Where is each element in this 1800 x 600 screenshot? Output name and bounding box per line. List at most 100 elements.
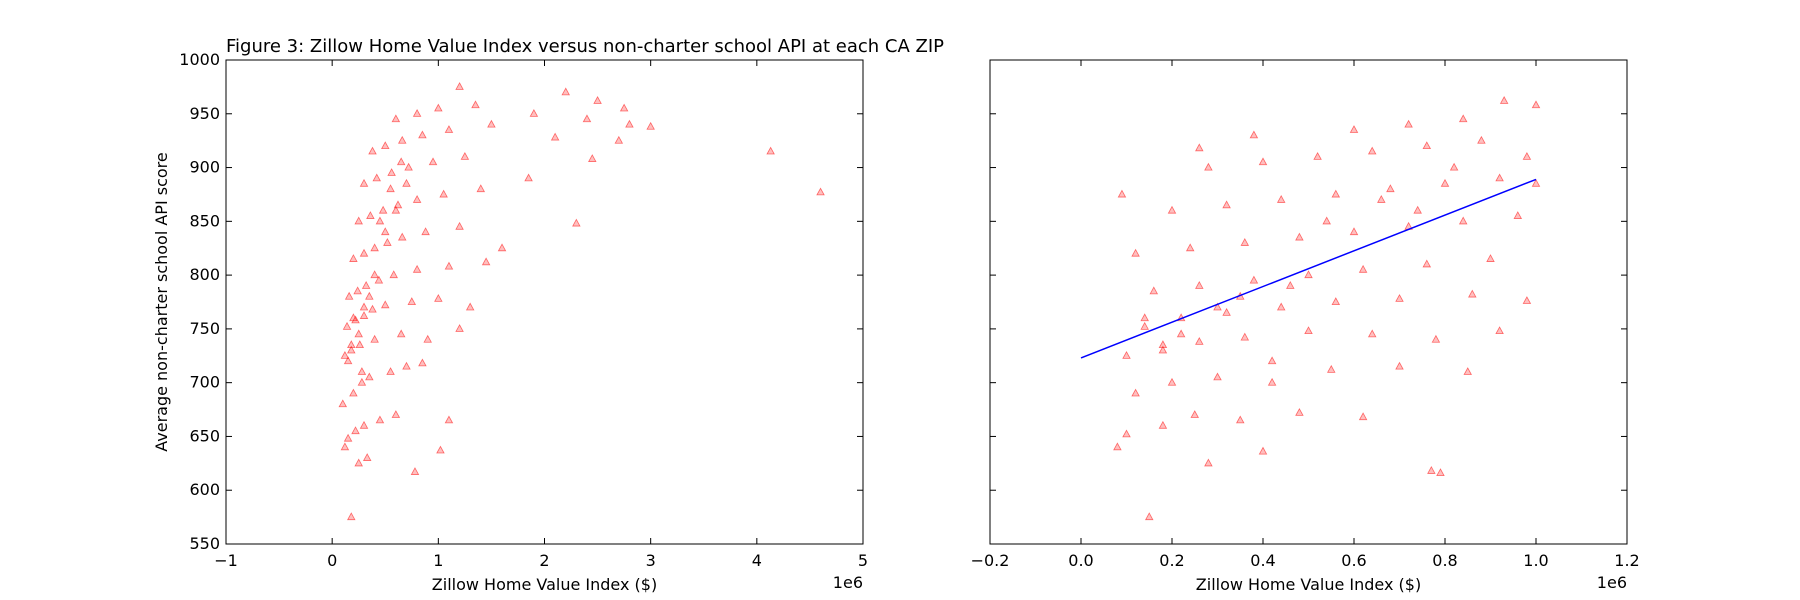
right-scatter-point <box>1313 151 1322 160</box>
right-scatter-point <box>1486 254 1495 262</box>
left-x-tick-label: 4 <box>752 551 762 570</box>
right-scatter-point <box>1458 114 1468 123</box>
right-plot-frame <box>989 59 1628 545</box>
left-scatter-point <box>550 132 560 141</box>
left-scatter-point <box>357 367 367 375</box>
left-scatter-point <box>391 410 401 418</box>
left-scatter-point <box>593 96 602 104</box>
right-scatter-point <box>1240 332 1250 341</box>
left-scatter-point <box>354 458 363 467</box>
left-scatter-point <box>343 433 353 442</box>
right-scatter-point <box>1117 189 1127 198</box>
left-scatter-point <box>365 291 374 300</box>
left-scatter-point <box>396 157 406 166</box>
left-scatter-point <box>460 151 470 160</box>
right-axis-ticks: −0.2 0.0 0.2 0.4 0.6 0.8 1.0 1.2 <box>971 59 1640 570</box>
left-y-tick-label: 550 <box>189 534 220 553</box>
right-scatter-point <box>1131 388 1140 397</box>
right-scatter-point <box>1349 227 1359 236</box>
right-scatter-point <box>1358 412 1368 421</box>
left-scatter-point <box>436 445 445 454</box>
right-x-axis-label: Zillow Home Value Index ($) <box>1196 575 1421 594</box>
left-scatter-point <box>412 194 422 203</box>
left-scatter-point <box>354 329 363 338</box>
left-scatter-point <box>434 103 443 112</box>
left-x-tick-label: −1 <box>214 551 238 570</box>
left-scatter-point <box>355 340 365 349</box>
right-scatter-point <box>1158 420 1168 429</box>
right-scatter-point <box>1258 446 1268 455</box>
left-scatter-points <box>338 82 825 521</box>
left-scatter-point <box>386 184 395 193</box>
left-scatter-point <box>365 372 374 381</box>
right-scatter-point <box>1331 189 1341 198</box>
left-scatter-point <box>344 291 354 300</box>
left-scatter-point <box>366 211 375 219</box>
right-x-tick-label: 0.0 <box>1068 551 1093 570</box>
right-scatter-point <box>1458 216 1468 225</box>
left-scatter-point <box>444 261 454 270</box>
left-scatter-point <box>340 442 350 451</box>
right-scatter-point <box>1144 512 1154 521</box>
right-scatter-point <box>1158 345 1168 354</box>
right-scatter-point <box>1185 243 1195 252</box>
left-scatter-point <box>439 189 448 198</box>
right-scatter-point <box>1235 415 1245 424</box>
left-scatter-point <box>361 281 371 289</box>
right-scatter-point <box>1404 119 1413 128</box>
left-x-axis-label: Zillow Home Value Index ($) <box>432 575 657 594</box>
right-scatter-point <box>1213 372 1222 381</box>
left-scatter-point <box>625 119 634 128</box>
left-scatter-point <box>444 415 454 424</box>
right-scatter-point <box>1463 367 1473 375</box>
left-scatter-point <box>359 311 369 319</box>
left-scatter-point <box>393 200 403 209</box>
right-x-tick-label: −0.2 <box>971 551 1010 570</box>
right-scatter-point <box>1468 289 1477 298</box>
left-scatter-point <box>397 135 407 144</box>
right-scatter-point <box>1204 458 1213 467</box>
left-x-tick-label: 2 <box>539 551 549 570</box>
left-scatter-point <box>418 358 427 367</box>
left-x-multiplier-label: 1e6 <box>833 573 863 592</box>
right-scatter-point <box>1531 178 1541 187</box>
left-scatter-point <box>378 205 388 214</box>
right-scatter-point <box>1440 178 1450 187</box>
right-scatter-point <box>1304 270 1313 279</box>
left-y-tick-label: 750 <box>189 319 220 338</box>
left-scatter-point <box>391 114 401 123</box>
right-scatter-point <box>1349 125 1359 133</box>
left-scatter-point <box>359 178 369 187</box>
left-scatter-point <box>582 114 592 123</box>
left-y-tick-label: 600 <box>189 480 220 499</box>
left-scatter-point <box>428 157 438 166</box>
left-scatter-point <box>383 238 392 246</box>
left-scatter-point <box>351 426 360 435</box>
left-scatter-point <box>370 270 379 279</box>
right-scatter-point <box>1204 162 1213 171</box>
left-scatter-point <box>481 257 491 266</box>
left-scatter-point <box>421 227 430 236</box>
right-scatter-point <box>1449 162 1459 171</box>
left-scatter-point <box>380 227 390 236</box>
left-scatter-point <box>646 121 655 130</box>
left-scatter-point <box>347 340 356 349</box>
left-x-tick-label: 1 <box>433 551 443 570</box>
left-scatter-point <box>375 415 385 424</box>
right-scatter-point <box>1495 173 1504 182</box>
left-scatter-point <box>349 388 358 397</box>
right-scatter-point <box>1422 259 1432 268</box>
right-scatter-point <box>1477 135 1486 144</box>
right-scatter-point <box>1427 466 1436 474</box>
right-scatter-point <box>1258 157 1268 166</box>
left-scatter-point <box>766 146 775 155</box>
left-scatter-point <box>402 178 411 187</box>
left-scatter-point <box>362 453 372 461</box>
left-scatter-point <box>404 162 413 171</box>
right-scatter-point <box>1195 143 1204 152</box>
right-scatter-point <box>1267 377 1277 386</box>
left-y-tick-label: 650 <box>189 426 220 445</box>
right-x-tick-label: 0.8 <box>1432 551 1457 570</box>
